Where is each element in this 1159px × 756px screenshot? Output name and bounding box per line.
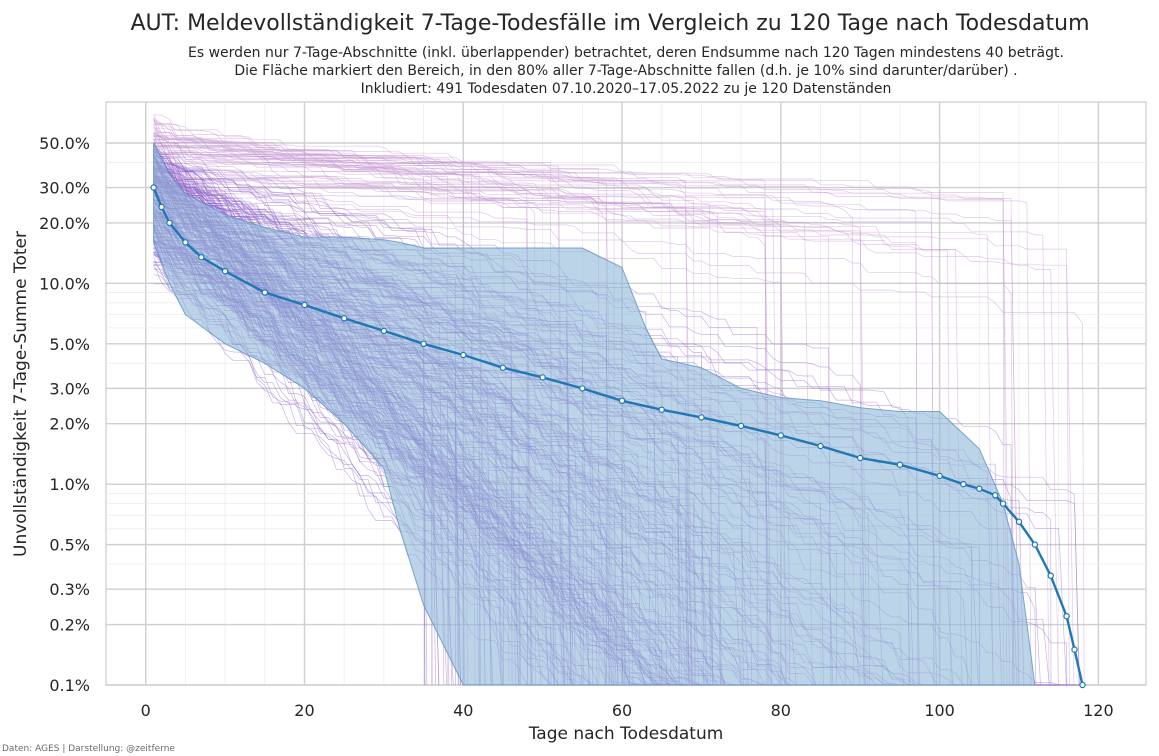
x-tick-label: 60 [612,701,632,720]
median-point [420,340,427,347]
median-point [1015,518,1023,526]
median-point [976,485,983,492]
individual-curve [153,144,693,686]
median-point [658,406,665,413]
individual-curve [153,153,813,686]
x-axis-ticks: 0 20 40 60 80 100 120 [141,701,1114,720]
y-tick-label: 2.0% [49,415,90,434]
chart-title: AUT: Meldevollständigkeit 7-Tage-Todesfä… [131,11,1090,36]
individual-curve [153,174,1015,686]
individual-curve [153,141,994,686]
y-tick-label: 0.2% [49,616,90,635]
median-point [198,254,205,261]
chart-subtitle-line-1: Es werden nur 7-Tage-Abschnitte (inkl. ü… [188,45,1064,61]
y-tick-label: 1.0% [49,475,90,494]
median-point [539,374,546,381]
individual-curve [153,149,486,686]
individual-curve [153,117,565,686]
individual-curve [153,114,614,686]
individual-curve [153,169,919,686]
median-point [936,472,943,480]
individual-curve [153,135,1050,686]
x-tick-label: 20 [294,701,314,720]
individual-curve [153,145,607,686]
y-tick-label: 0.5% [49,536,90,555]
x-axis-label: Tage nach Todesdatum [528,724,724,744]
median-point [166,219,173,227]
median-point [221,268,229,275]
median-point [1079,681,1086,689]
median-point [999,500,1007,507]
y-tick-label: 50.0% [39,134,90,153]
y-tick-label: 30.0% [39,179,90,198]
median-point [1047,572,1054,579]
median-point [499,364,507,371]
individual-curve [153,119,865,686]
median-point [1031,541,1039,548]
median-point [380,327,388,335]
median-point [857,454,864,462]
individual-curve [153,159,780,686]
band-area [153,142,1036,686]
median-point [737,422,745,430]
median-point [618,397,626,404]
y-axis-ticks: 0.1% 0.2% 0.3% 0.5% 1.0% 2.0% 3.0% 5.0% 10.0% 20.… [39,134,90,695]
chart-subtitle-line-3: Inkludiert: 491 Todesdaten 07.10.2020–17… [361,81,892,97]
individual-curve [153,139,433,686]
y-tick-label: 0.1% [49,676,90,695]
y-tick-label: 0.3% [49,580,90,599]
y-tick-label: 5.0% [49,335,90,354]
y-axis-label: Unvollständigkeit 7-Tage-Summe Toter [11,231,31,557]
individual-curve [153,147,536,686]
median-point [1063,613,1070,620]
x-tick-label: 120 [1083,701,1114,720]
individual-curve [153,185,786,686]
x-tick-label: 80 [771,701,791,720]
median-point [960,481,967,488]
y-tick-label: 20.0% [39,214,90,233]
band-80pct [153,142,1036,686]
x-tick-label: 100 [924,701,955,720]
chart-subtitle-line-2: Die Fläche markiert den Bereich, in den … [234,63,1017,79]
individual-curve [153,176,562,686]
median-point [817,442,824,450]
credit-text: Daten: AGES | Darstellung: @zeitferne [2,744,175,754]
median-point [150,184,157,191]
y-tick-label: 10.0% [39,274,90,293]
individual-curve [153,151,832,686]
individual-curve [153,138,448,686]
median-point [182,239,189,246]
individual-curve [153,166,1085,686]
y-tick-label: 3.0% [49,379,90,398]
individual-curve [153,136,934,686]
median-point [1071,646,1078,653]
individual-curve [153,166,952,686]
median-point [777,432,785,439]
median-point [301,301,308,309]
x-tick-label: 0 [141,701,151,720]
individual-curve [153,145,1005,686]
individual-curve [153,132,615,686]
median-point [341,315,348,322]
median-point [896,461,904,468]
median-point [579,385,586,392]
median-line [152,187,1084,686]
individual-curve [153,164,533,686]
x-tick-label: 40 [453,701,473,720]
median-point [992,492,999,499]
individual-curve [153,122,714,686]
median-point [698,414,705,421]
median-point [158,203,165,211]
median-point [261,289,268,296]
median-series [150,184,1086,689]
median-point [460,351,467,359]
